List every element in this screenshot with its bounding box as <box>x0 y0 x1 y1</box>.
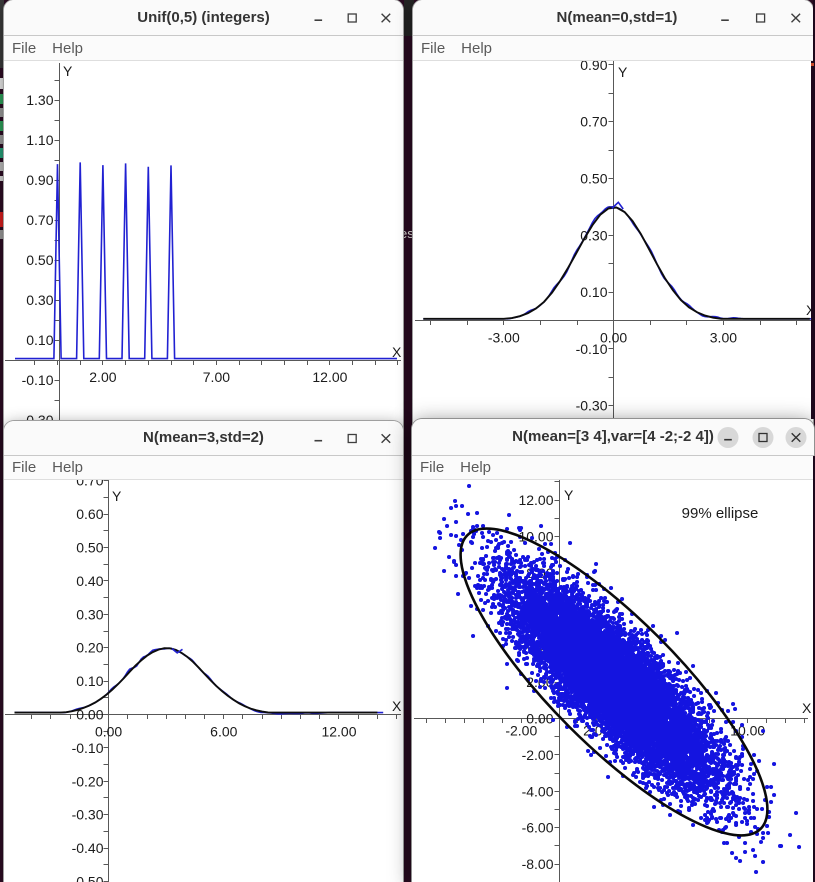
svg-text:0.00: 0.00 <box>95 724 122 740</box>
svg-text:-0.10: -0.10 <box>72 740 104 756</box>
svg-text:2.00: 2.00 <box>89 369 116 385</box>
svg-text:0.20: 0.20 <box>76 640 103 656</box>
svg-text:X: X <box>802 700 812 716</box>
svg-text:0.90: 0.90 <box>26 172 53 188</box>
svg-text:0.30: 0.30 <box>76 606 103 622</box>
svg-text:-4.00: -4.00 <box>522 783 554 799</box>
svg-text:-3.00: -3.00 <box>488 330 520 346</box>
svg-text:-0.20: -0.20 <box>72 773 104 789</box>
svg-text:12.00: 12.00 <box>321 724 356 740</box>
svg-text:-8.00: -8.00 <box>522 856 554 872</box>
svg-text:-0.40: -0.40 <box>72 840 104 856</box>
svg-text:Y: Y <box>112 488 122 504</box>
svg-text:-0.10: -0.10 <box>576 341 608 357</box>
svg-text:-2.00: -2.00 <box>522 747 554 763</box>
svg-text:0.70: 0.70 <box>76 480 103 489</box>
svg-text:X: X <box>392 344 402 360</box>
svg-text:0.40: 0.40 <box>76 573 103 589</box>
svg-text:Y: Y <box>63 63 73 79</box>
svg-text:0.50: 0.50 <box>580 171 607 187</box>
svg-text:1.30: 1.30 <box>26 92 53 108</box>
svg-text:0.50: 0.50 <box>26 252 53 268</box>
svg-text:-0.30: -0.30 <box>72 807 104 823</box>
svg-text:12.00: 12.00 <box>518 492 553 508</box>
svg-text:X: X <box>806 302 813 318</box>
svg-text:0.70: 0.70 <box>26 212 53 228</box>
svg-text:0.10: 0.10 <box>580 284 607 300</box>
svg-text:0.10: 0.10 <box>76 673 103 689</box>
svg-text:6.00: 6.00 <box>210 724 237 740</box>
svg-text:0.90: 0.90 <box>580 61 607 73</box>
svg-text:-0.50: -0.50 <box>72 874 104 882</box>
svg-text:Y: Y <box>564 487 574 503</box>
svg-text:1.10: 1.10 <box>26 132 53 148</box>
svg-text:0.70: 0.70 <box>580 114 607 130</box>
svg-text:-0.10: -0.10 <box>22 372 54 388</box>
svg-text:3.00: 3.00 <box>710 330 737 346</box>
svg-text:0.30: 0.30 <box>26 292 53 308</box>
svg-text:0.30: 0.30 <box>580 227 607 243</box>
svg-text:Y: Y <box>618 64 628 80</box>
svg-text:-0.30: -0.30 <box>576 398 608 414</box>
svg-text:0.00: 0.00 <box>600 330 627 346</box>
svg-text:0.60: 0.60 <box>76 506 103 522</box>
svg-text:7.00: 7.00 <box>203 369 230 385</box>
svg-text:0.00: 0.00 <box>526 711 553 727</box>
svg-text:0.00: 0.00 <box>76 707 103 723</box>
svg-text:X: X <box>392 698 402 714</box>
svg-text:12.00: 12.00 <box>312 369 347 385</box>
svg-text:0.10: 0.10 <box>26 332 53 348</box>
svg-text:-6.00: -6.00 <box>522 820 554 836</box>
svg-text:-2.00: -2.00 <box>505 723 537 739</box>
svg-text:0.50: 0.50 <box>76 540 103 556</box>
svg-text:99% ellipse: 99% ellipse <box>682 505 759 522</box>
